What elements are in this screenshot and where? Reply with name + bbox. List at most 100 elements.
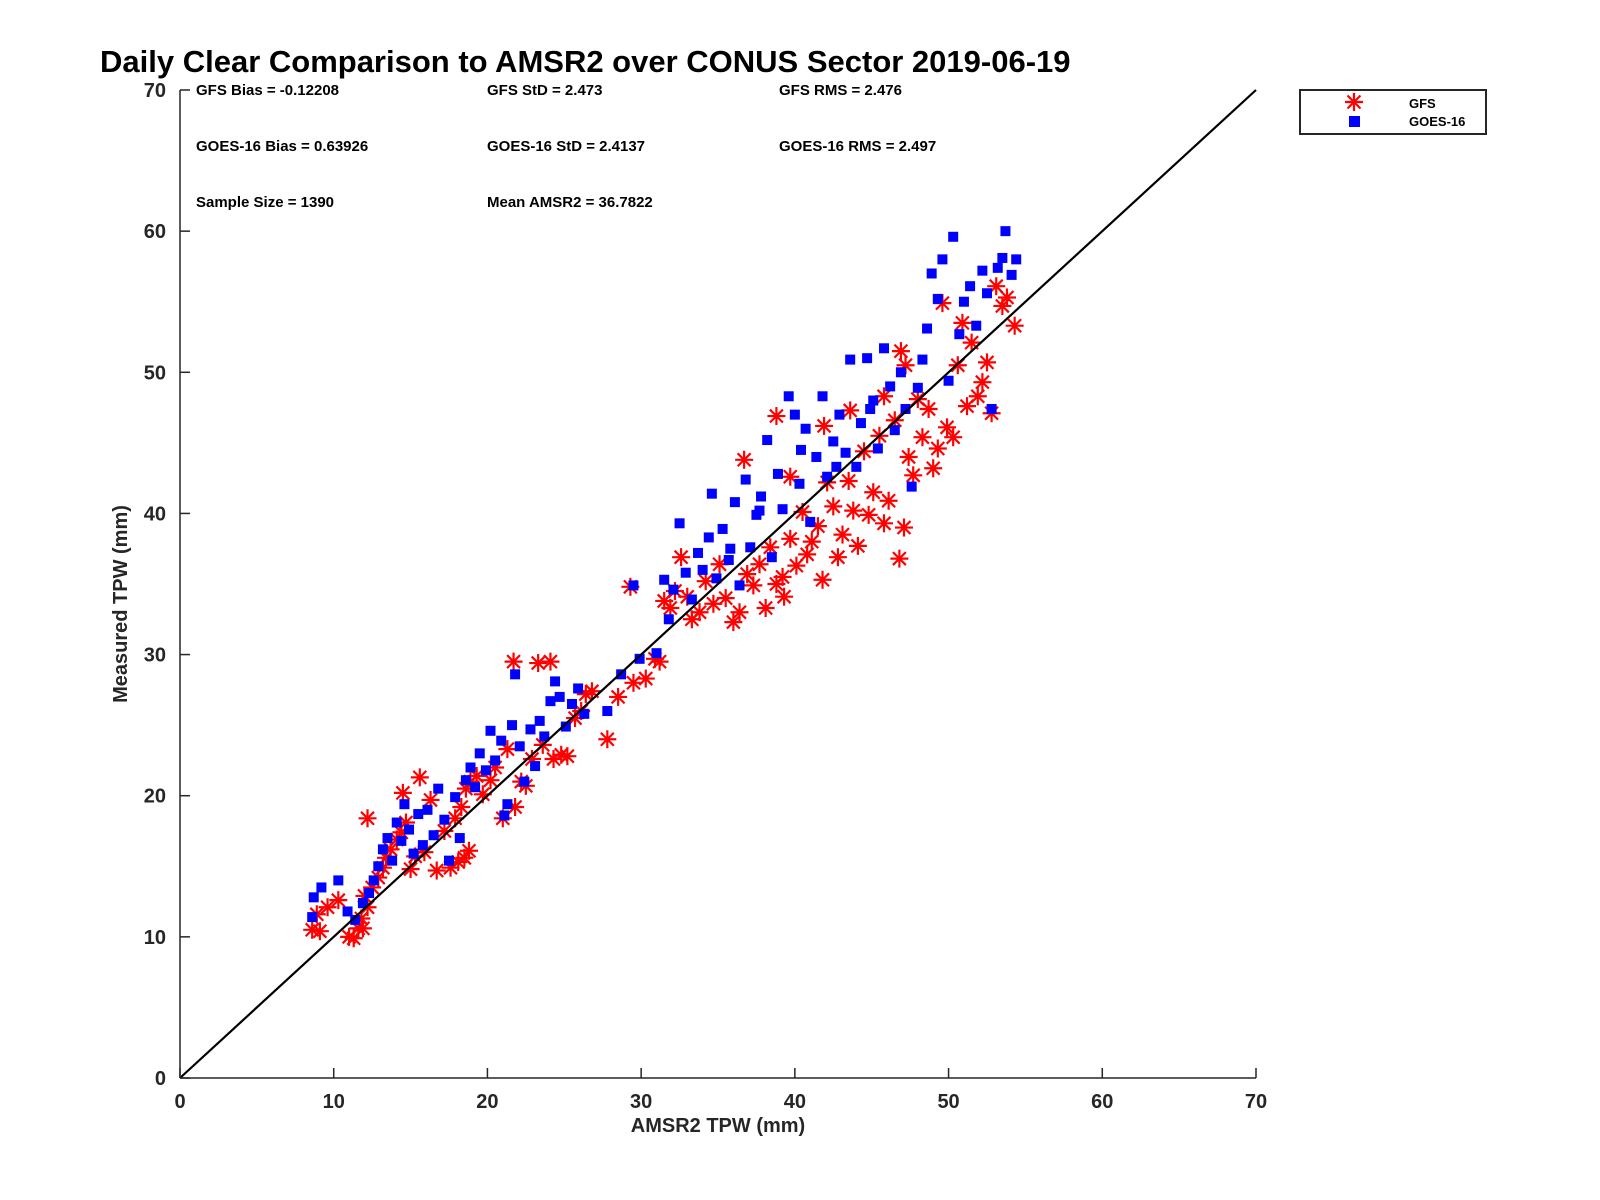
y-tick-label: 60 — [144, 221, 166, 243]
goes-16-point — [954, 329, 965, 340]
gfs-point — [913, 428, 932, 447]
gfs-point — [859, 505, 878, 524]
goes-16-point — [789, 409, 800, 420]
goes-16-point — [879, 343, 890, 354]
goes-16-point — [822, 471, 833, 482]
goes-16-point — [762, 435, 773, 446]
gfs-point — [813, 570, 832, 589]
gfs-point — [798, 545, 817, 564]
x-ticks: 0 10 20 30 40 50 60 70 — [174, 1068, 1267, 1113]
gfs-point — [529, 654, 548, 673]
goes-16-point — [680, 567, 691, 578]
goes-16-point — [922, 323, 933, 334]
gfs-point — [410, 768, 429, 787]
gfs-point — [781, 529, 800, 548]
y-tick-label: 70 — [144, 80, 166, 102]
x-tick-label: 20 — [476, 1091, 498, 1113]
legend-goes-16-marker — [1349, 116, 1360, 127]
gfs-point — [924, 459, 943, 478]
goes-16-point — [428, 830, 439, 841]
gfs-point — [839, 471, 858, 490]
goes-16-point — [404, 824, 415, 835]
gfs-point — [828, 548, 847, 567]
x-tick-label: 60 — [1091, 1091, 1113, 1113]
gfs-point — [1005, 316, 1024, 335]
goes-16-point — [777, 504, 788, 515]
gfs-std-text: GFS StD = 2.473 — [487, 82, 602, 99]
goes-16-point — [357, 897, 368, 908]
goes-16-point — [422, 804, 433, 815]
goes-16-point — [530, 761, 541, 772]
gfs-point — [358, 809, 377, 828]
goes-16-point — [855, 418, 866, 429]
goes-16-point — [756, 491, 767, 502]
goes-16-point — [368, 875, 379, 886]
goes-16-point — [470, 782, 481, 793]
goes-16-point — [413, 809, 424, 820]
x-tick-label: 40 — [784, 1091, 806, 1113]
goes-16-point — [525, 724, 536, 735]
goes-rms-text: GOES-16 RMS = 2.497 — [779, 138, 936, 155]
goes-16-point — [550, 676, 561, 687]
gfs-point — [953, 313, 972, 332]
goes-16-point — [943, 375, 954, 386]
goes-16-point — [316, 882, 327, 893]
goes-16-point — [634, 653, 645, 664]
goes-16-point — [982, 288, 992, 299]
chart-title: Daily Clear Comparison to AMSR2 over CON… — [100, 44, 1071, 79]
goes-16-point — [800, 423, 811, 434]
y-tick-label: 10 — [144, 927, 166, 949]
gfs-point — [730, 603, 749, 622]
gfs-point — [724, 613, 743, 632]
x-tick-label: 0 — [174, 1091, 185, 1113]
goes-16-point — [868, 395, 879, 406]
goes-16-point — [900, 403, 911, 414]
goes-16-point — [865, 403, 876, 414]
gfs-point — [844, 501, 863, 520]
gfs-point — [756, 598, 775, 617]
gfs-point — [773, 567, 792, 586]
goes-16-point — [534, 715, 545, 726]
goes-16-point — [717, 523, 728, 534]
gfs-point — [864, 483, 883, 502]
goes-16-point — [1000, 226, 1011, 237]
goes-16-point — [399, 799, 410, 810]
gfs-point — [815, 416, 834, 435]
goes-16-point — [507, 720, 518, 731]
legend-gfs-label: GFS — [1409, 96, 1436, 111]
gfs-point — [504, 652, 523, 671]
goes-16-point — [1006, 269, 1017, 280]
gfs-point — [541, 652, 560, 671]
goes-16-point — [725, 543, 736, 554]
y-tick-label: 50 — [144, 362, 166, 384]
goes-16-point — [573, 683, 584, 694]
mean-amsr2-text: Mean AMSR2 = 36.7822 — [487, 194, 653, 211]
goes-16-point — [834, 409, 845, 420]
axes: 0 10 20 30 40 50 60 70 0 10 20 30 40 50 60 70 — [144, 80, 1267, 1113]
gfs-point — [833, 525, 852, 544]
goes-16-point — [460, 775, 471, 786]
goes-std-text: GOES-16 StD = 2.4137 — [487, 138, 645, 155]
gfs-point — [997, 288, 1016, 307]
goes-16-point — [693, 547, 704, 558]
gfs-point — [690, 603, 709, 622]
x-tick-label: 70 — [1245, 1091, 1267, 1113]
goes-16-point — [560, 721, 571, 732]
goes-16-point — [377, 844, 388, 855]
gfs-point — [891, 342, 910, 361]
gfs-point — [735, 450, 754, 469]
goes-16-point — [439, 814, 450, 825]
goes-16-point — [805, 516, 816, 527]
goes-16-point — [628, 580, 639, 591]
goes-16-point — [711, 573, 722, 584]
goes-16-point — [499, 810, 510, 821]
goes-16-point — [307, 912, 318, 923]
goes-16-point — [783, 391, 794, 402]
gfs-point — [848, 536, 867, 555]
stats-block: GFS Bias = -0.12208 GFS StD = 2.473 GFS … — [196, 82, 936, 211]
gfs-point — [609, 687, 628, 706]
goes-16-point — [971, 320, 982, 331]
gfs-point — [558, 747, 577, 766]
